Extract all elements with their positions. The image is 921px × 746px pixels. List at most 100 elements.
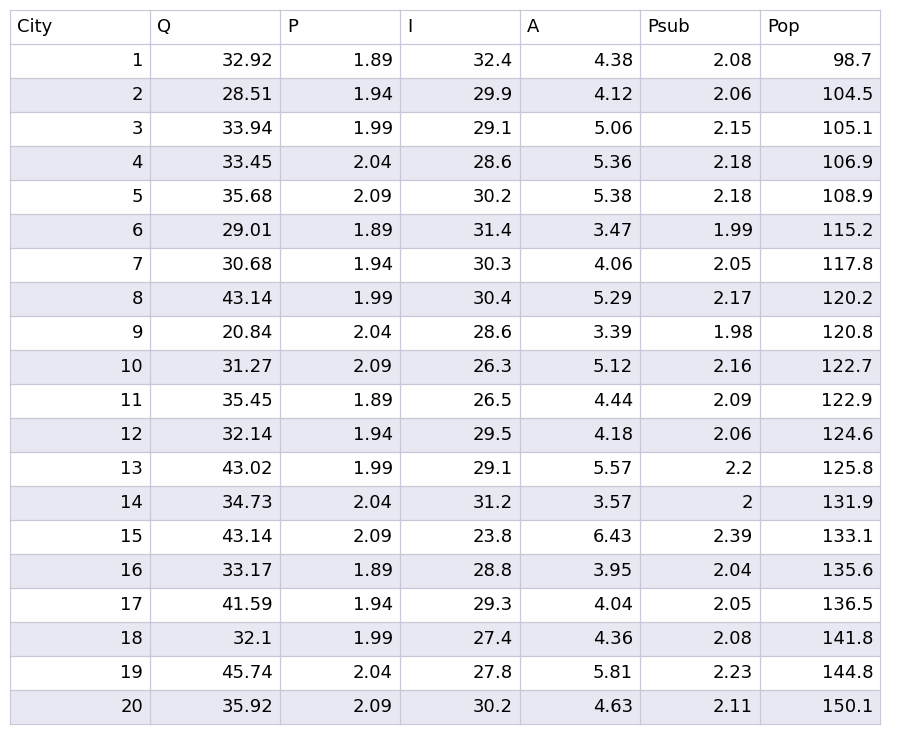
Text: 125.8: 125.8 bbox=[822, 460, 873, 478]
Text: 43.14: 43.14 bbox=[221, 290, 273, 308]
Bar bbox=[760, 690, 880, 724]
Text: 2.08: 2.08 bbox=[713, 630, 753, 648]
Text: 2.04: 2.04 bbox=[353, 664, 393, 682]
Text: I: I bbox=[407, 18, 413, 36]
Text: 120.2: 120.2 bbox=[822, 290, 873, 308]
Text: 98.7: 98.7 bbox=[833, 52, 873, 70]
Text: 3.39: 3.39 bbox=[593, 324, 633, 342]
Text: 10: 10 bbox=[121, 358, 143, 376]
Text: 32.92: 32.92 bbox=[221, 52, 273, 70]
Bar bbox=[400, 316, 520, 350]
Bar bbox=[10, 78, 150, 112]
Text: 2.39: 2.39 bbox=[713, 528, 753, 546]
Bar bbox=[640, 78, 760, 112]
Bar bbox=[640, 588, 760, 622]
Text: 33.94: 33.94 bbox=[221, 120, 273, 138]
Bar bbox=[150, 554, 280, 588]
Bar bbox=[640, 486, 760, 520]
Text: 15: 15 bbox=[120, 528, 143, 546]
Bar bbox=[640, 248, 760, 282]
Bar bbox=[280, 656, 400, 690]
Text: 20: 20 bbox=[121, 698, 143, 716]
Text: 106.9: 106.9 bbox=[822, 154, 873, 172]
Bar bbox=[10, 554, 150, 588]
Bar bbox=[150, 146, 280, 180]
Bar bbox=[400, 622, 520, 656]
Text: 5.12: 5.12 bbox=[593, 358, 633, 376]
Text: 133.1: 133.1 bbox=[822, 528, 873, 546]
Text: 29.1: 29.1 bbox=[472, 120, 513, 138]
Text: 4.12: 4.12 bbox=[593, 86, 633, 104]
Text: 4.36: 4.36 bbox=[593, 630, 633, 648]
Text: 1.89: 1.89 bbox=[353, 562, 393, 580]
Text: 43.02: 43.02 bbox=[221, 460, 273, 478]
Bar bbox=[280, 248, 400, 282]
Text: 122.9: 122.9 bbox=[822, 392, 873, 410]
Bar bbox=[280, 214, 400, 248]
Text: 26.3: 26.3 bbox=[472, 358, 513, 376]
Bar bbox=[150, 214, 280, 248]
Text: 2: 2 bbox=[132, 86, 143, 104]
Bar bbox=[150, 44, 280, 78]
Text: 35.92: 35.92 bbox=[221, 698, 273, 716]
Bar bbox=[150, 112, 280, 146]
Text: 16: 16 bbox=[121, 562, 143, 580]
Bar bbox=[10, 180, 150, 214]
Text: 30.2: 30.2 bbox=[473, 698, 513, 716]
Bar bbox=[640, 418, 760, 452]
Text: 2.2: 2.2 bbox=[724, 460, 753, 478]
Text: Psub: Psub bbox=[647, 18, 690, 36]
Bar bbox=[150, 180, 280, 214]
Bar bbox=[400, 112, 520, 146]
Bar bbox=[520, 656, 640, 690]
Text: 108.9: 108.9 bbox=[822, 188, 873, 206]
Text: 13: 13 bbox=[120, 460, 143, 478]
Text: 28.6: 28.6 bbox=[473, 324, 513, 342]
Text: 1.89: 1.89 bbox=[353, 222, 393, 240]
Bar bbox=[760, 146, 880, 180]
Text: 8: 8 bbox=[132, 290, 143, 308]
Text: 28.51: 28.51 bbox=[221, 86, 273, 104]
Bar bbox=[640, 520, 760, 554]
Text: 2.17: 2.17 bbox=[713, 290, 753, 308]
Text: 120.8: 120.8 bbox=[822, 324, 873, 342]
Text: 33.17: 33.17 bbox=[221, 562, 273, 580]
Bar bbox=[640, 10, 760, 44]
Text: 29.01: 29.01 bbox=[222, 222, 273, 240]
Text: 2.23: 2.23 bbox=[713, 664, 753, 682]
Text: 29.9: 29.9 bbox=[472, 86, 513, 104]
Bar bbox=[280, 78, 400, 112]
Bar bbox=[10, 350, 150, 384]
Text: 3.57: 3.57 bbox=[593, 494, 633, 512]
Bar bbox=[400, 452, 520, 486]
Text: 4.06: 4.06 bbox=[593, 256, 633, 274]
Bar bbox=[760, 214, 880, 248]
Bar bbox=[150, 690, 280, 724]
Text: 27.8: 27.8 bbox=[472, 664, 513, 682]
Bar bbox=[640, 690, 760, 724]
Text: 17: 17 bbox=[120, 596, 143, 614]
Bar bbox=[280, 316, 400, 350]
Bar bbox=[400, 350, 520, 384]
Bar bbox=[400, 418, 520, 452]
Text: 2.16: 2.16 bbox=[713, 358, 753, 376]
Bar bbox=[520, 690, 640, 724]
Text: 6: 6 bbox=[132, 222, 143, 240]
Text: 41.59: 41.59 bbox=[221, 596, 273, 614]
Text: 2.04: 2.04 bbox=[353, 324, 393, 342]
Bar bbox=[520, 520, 640, 554]
Bar bbox=[760, 384, 880, 418]
Text: 14: 14 bbox=[120, 494, 143, 512]
Bar bbox=[520, 146, 640, 180]
Bar bbox=[760, 180, 880, 214]
Bar bbox=[10, 486, 150, 520]
Text: 3.47: 3.47 bbox=[593, 222, 633, 240]
Text: 1.98: 1.98 bbox=[713, 324, 753, 342]
Text: 1.94: 1.94 bbox=[353, 86, 393, 104]
Bar bbox=[400, 656, 520, 690]
Text: 28.8: 28.8 bbox=[473, 562, 513, 580]
Text: Q: Q bbox=[157, 18, 171, 36]
Text: 144.8: 144.8 bbox=[822, 664, 873, 682]
Bar bbox=[520, 452, 640, 486]
Bar bbox=[150, 10, 280, 44]
